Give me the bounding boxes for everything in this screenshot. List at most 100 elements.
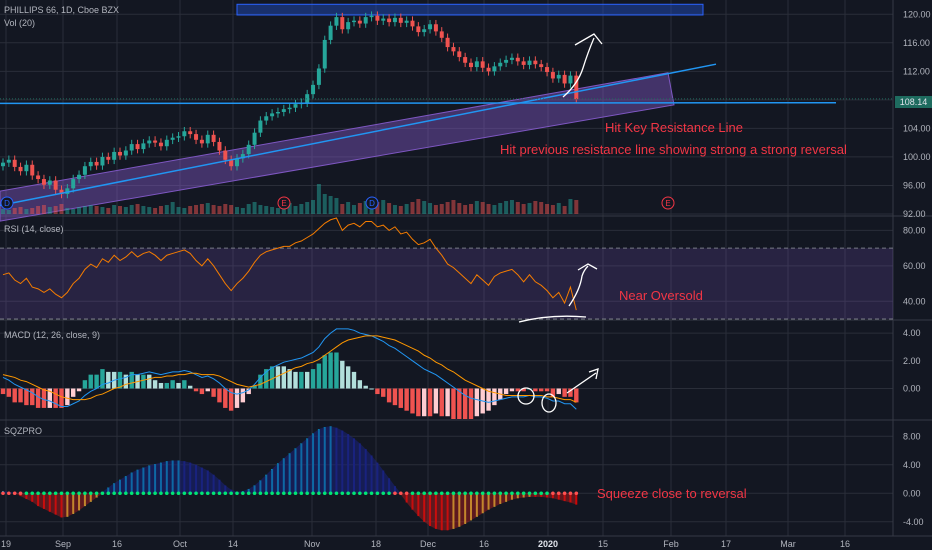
- volume-bar: [316, 184, 321, 214]
- volume-bar: [293, 206, 298, 214]
- y-tick-label: 80.00: [903, 225, 926, 235]
- volume-bar: [153, 208, 158, 214]
- candle: [118, 147, 122, 160]
- x-tick-label: Oct: [173, 539, 188, 549]
- candle: [30, 160, 35, 180]
- volume-bar: [545, 204, 550, 214]
- sqzpro-bar: [31, 493, 34, 502]
- candle: [71, 174, 76, 193]
- candle-body: [211, 134, 216, 142]
- sqzpro-bar: [557, 493, 560, 500]
- volume-bar: [328, 196, 333, 214]
- candle-body: [229, 159, 234, 167]
- candle: [240, 149, 245, 163]
- resistance-zone-box: [236, 3, 704, 16]
- volume-bar: [521, 204, 526, 214]
- squeeze-dot: [539, 491, 543, 496]
- event-marker: [365, 196, 379, 210]
- candle-body: [357, 20, 362, 24]
- candle: [334, 12, 339, 30]
- candle: [82, 161, 87, 180]
- squeeze-dot: [53, 491, 58, 496]
- sqzpro-bar: [569, 493, 572, 503]
- squeeze-dot: [533, 491, 538, 496]
- volume-bar: [24, 209, 29, 214]
- candle-body: [422, 29, 427, 33]
- candle: [205, 130, 210, 148]
- candle: [504, 55, 509, 68]
- candle: [416, 22, 421, 37]
- candle: [515, 53, 520, 66]
- x-tick-label: Mar: [780, 539, 796, 549]
- y-tick-label: 100.00: [903, 152, 931, 162]
- volume-bar: [82, 206, 87, 214]
- squeeze-dot: [147, 491, 152, 496]
- candle: [311, 80, 316, 99]
- squeeze-dot: [165, 491, 169, 496]
- macd-histogram-bar: [129, 371, 134, 389]
- squeeze-dot: [457, 491, 462, 496]
- sqzpro-bar: [429, 493, 432, 527]
- candle: [158, 138, 163, 151]
- volume-bar: [504, 201, 509, 214]
- squeeze-dot: [264, 491, 269, 496]
- squeeze-dot: [282, 491, 286, 496]
- squeeze-dot: [551, 491, 555, 496]
- candle-body: [545, 67, 550, 73]
- annotation-squeeze-reversal: Squeeze close to reversal: [597, 486, 747, 501]
- candle-body: [387, 18, 392, 23]
- sqzpro-bar: [37, 493, 40, 507]
- x-tick-label: Nov: [304, 539, 321, 549]
- candle: [322, 35, 327, 73]
- squeeze-dot: [71, 491, 75, 496]
- volume-bar: [322, 194, 327, 214]
- candle: [574, 71, 579, 104]
- volume-bar: [270, 207, 275, 214]
- sqzpro-bar: [25, 493, 28, 499]
- candle: [392, 13, 397, 27]
- volume-bar: [258, 205, 263, 214]
- squeeze-dot: [1, 491, 5, 496]
- squeeze-dot: [568, 491, 573, 496]
- candle: [539, 59, 544, 72]
- macd-histogram-bar: [182, 380, 187, 389]
- candle: [498, 58, 503, 71]
- x-tick-label: 18: [371, 539, 381, 549]
- candle: [387, 14, 392, 27]
- candle: [562, 70, 567, 88]
- candle-body: [235, 158, 239, 167]
- y-tick-label: 120.00: [903, 9, 931, 19]
- squeeze-dot: [270, 491, 274, 496]
- event-marker-label: E: [281, 199, 286, 208]
- candle-body: [1, 162, 5, 167]
- volume-bar: [118, 206, 122, 214]
- volume-bar: [112, 205, 117, 214]
- macd-histogram-bar: [240, 388, 246, 403]
- x-tick-label: Dec: [420, 539, 437, 549]
- candle: [398, 13, 403, 28]
- volume-bar: [445, 202, 450, 214]
- macd-histogram-bar: [252, 385, 257, 389]
- candle-body: [30, 164, 35, 176]
- sqzpro-bar: [60, 493, 63, 518]
- macd-histogram-bar: [94, 374, 99, 389]
- volume-bar: [41, 205, 46, 214]
- squeeze-dot: [77, 491, 81, 496]
- candle-body: [556, 74, 561, 79]
- squeeze-dot: [422, 491, 427, 496]
- x-tick-label: 19: [1, 539, 11, 549]
- candle-body: [270, 113, 275, 117]
- volume-bar: [275, 208, 280, 214]
- sqzpro-bar: [487, 493, 490, 510]
- candle: [346, 17, 351, 34]
- candle: [568, 71, 573, 88]
- sqzpro-bar: [417, 493, 420, 517]
- candle-body: [182, 131, 187, 137]
- volume-bar: [264, 206, 269, 214]
- candle: [65, 184, 70, 199]
- macd-arrow: [566, 372, 597, 394]
- squeeze-dot: [480, 491, 485, 496]
- trendline: [0, 63, 717, 207]
- squeeze-dot: [129, 491, 134, 496]
